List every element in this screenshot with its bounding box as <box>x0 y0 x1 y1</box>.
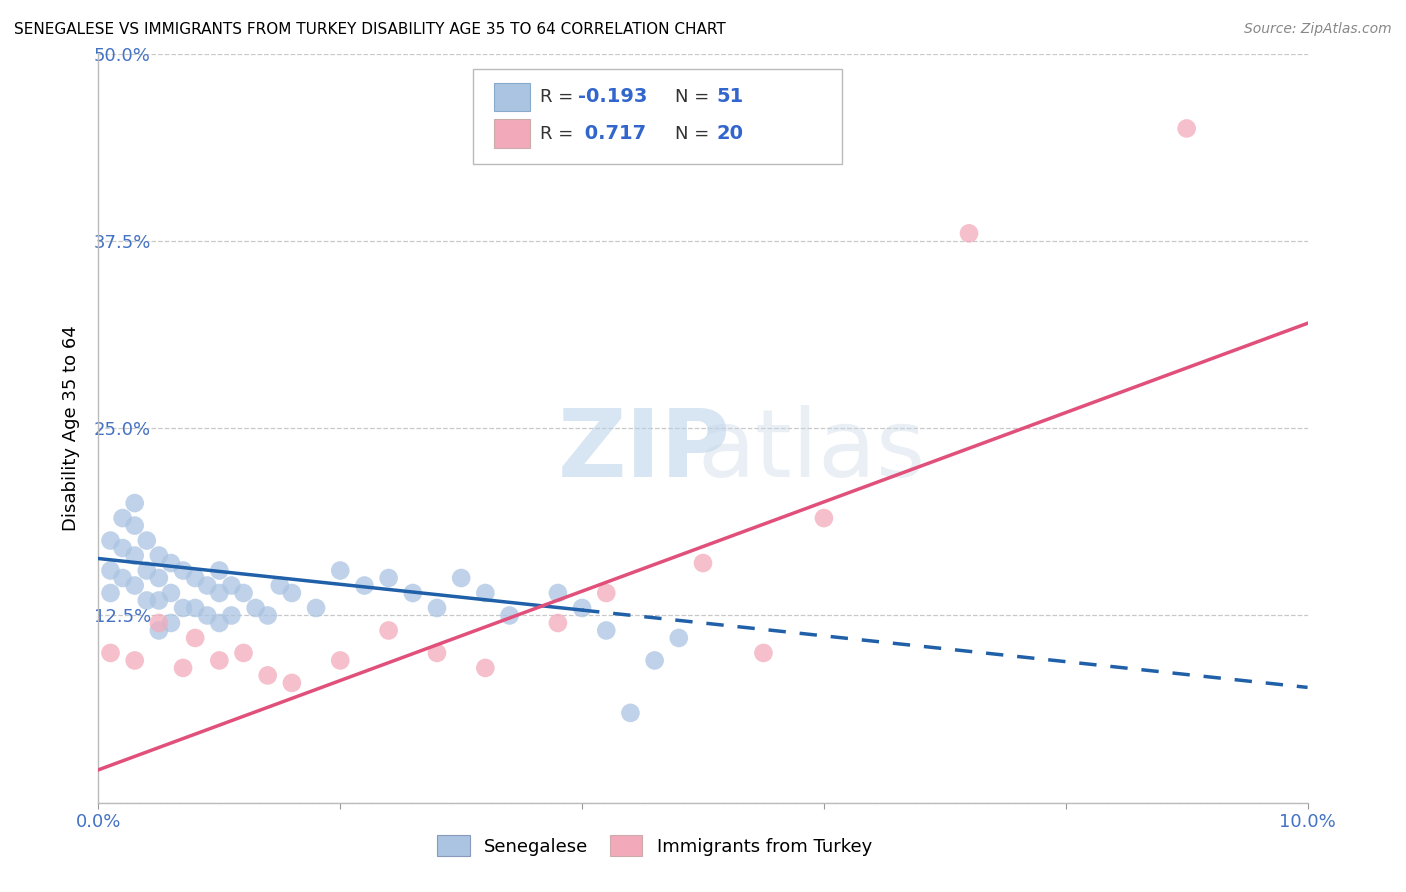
Point <box>668 631 690 645</box>
Point <box>377 624 399 638</box>
Point <box>148 615 170 630</box>
Point <box>124 578 146 592</box>
Text: R =: R = <box>540 88 579 106</box>
Point <box>957 227 980 241</box>
Text: SENEGALESE VS IMMIGRANTS FROM TURKEY DISABILITY AGE 35 TO 64 CORRELATION CHART: SENEGALESE VS IMMIGRANTS FROM TURKEY DIS… <box>14 22 725 37</box>
Point <box>160 586 183 600</box>
Point <box>148 571 170 585</box>
Point <box>245 601 267 615</box>
Point <box>100 586 122 600</box>
Text: 51: 51 <box>716 87 744 106</box>
Point <box>402 586 425 600</box>
Point <box>208 653 231 667</box>
Point <box>148 549 170 563</box>
Point <box>269 578 291 592</box>
Point <box>474 586 496 600</box>
Point <box>100 533 122 548</box>
Point <box>353 578 375 592</box>
Point <box>619 706 641 720</box>
Point <box>160 556 183 570</box>
Point <box>281 676 304 690</box>
Point <box>498 608 520 623</box>
FancyBboxPatch shape <box>494 120 530 148</box>
Text: ZIP: ZIP <box>558 405 731 497</box>
Point <box>221 608 243 623</box>
FancyBboxPatch shape <box>474 69 842 164</box>
Point <box>474 661 496 675</box>
Point <box>232 586 254 600</box>
FancyBboxPatch shape <box>494 83 530 112</box>
Point <box>426 601 449 615</box>
Point <box>208 586 231 600</box>
Point <box>232 646 254 660</box>
Point <box>329 564 352 578</box>
Point <box>256 668 278 682</box>
Point <box>256 608 278 623</box>
Point <box>184 571 207 585</box>
Point <box>1175 121 1198 136</box>
Text: -0.193: -0.193 <box>578 87 648 106</box>
Text: atlas: atlas <box>697 405 925 497</box>
Point <box>450 571 472 585</box>
Point <box>124 549 146 563</box>
Point <box>148 624 170 638</box>
Y-axis label: Disability Age 35 to 64: Disability Age 35 to 64 <box>62 326 80 531</box>
Point <box>184 601 207 615</box>
Point <box>208 615 231 630</box>
Point <box>172 661 194 675</box>
Point <box>160 615 183 630</box>
Point <box>305 601 328 615</box>
Point <box>329 653 352 667</box>
Point <box>111 571 134 585</box>
Point <box>752 646 775 660</box>
Point <box>571 601 593 615</box>
Point <box>644 653 666 667</box>
Point <box>100 646 122 660</box>
Text: Source: ZipAtlas.com: Source: ZipAtlas.com <box>1244 22 1392 37</box>
Text: N =: N = <box>675 125 716 143</box>
Point <box>135 564 157 578</box>
Point <box>111 511 134 525</box>
Point <box>595 624 617 638</box>
Point <box>195 578 218 592</box>
Point <box>148 593 170 607</box>
Point <box>172 601 194 615</box>
Point <box>124 496 146 510</box>
Point <box>221 578 243 592</box>
Point <box>426 646 449 660</box>
Point <box>184 631 207 645</box>
Point <box>281 586 304 600</box>
Point <box>100 564 122 578</box>
Point <box>547 615 569 630</box>
Point <box>135 593 157 607</box>
Text: R =: R = <box>540 125 579 143</box>
Point <box>172 564 194 578</box>
Point <box>595 586 617 600</box>
Point <box>813 511 835 525</box>
Point <box>377 571 399 585</box>
Point <box>195 608 218 623</box>
Text: 20: 20 <box>716 124 744 144</box>
Point <box>124 653 146 667</box>
Point <box>135 533 157 548</box>
Point <box>124 518 146 533</box>
Point <box>208 564 231 578</box>
Legend: Senegalese, Immigrants from Turkey: Senegalese, Immigrants from Turkey <box>427 826 882 865</box>
Text: 0.717: 0.717 <box>578 124 647 144</box>
Point <box>547 586 569 600</box>
Point <box>111 541 134 555</box>
Text: N =: N = <box>675 88 716 106</box>
Point <box>692 556 714 570</box>
